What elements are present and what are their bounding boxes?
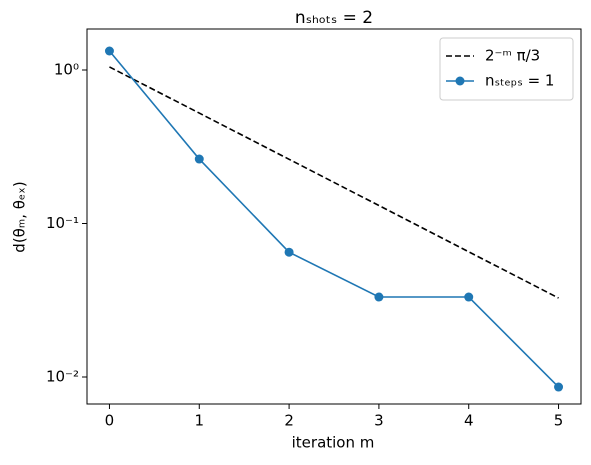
legend-label: nₛₜₑₚₛ = 1 <box>485 72 554 90</box>
series-marker <box>284 247 294 257</box>
y-tick-label: 10⁻¹ <box>46 214 79 232</box>
x-tick-label: 4 <box>464 412 474 430</box>
series-marker <box>104 46 114 56</box>
series-line <box>109 66 559 299</box>
legend-label: 2⁻ᵐ π/3 <box>485 47 540 65</box>
chart-title: nₛₕₒₜₛ = 2 <box>295 8 373 28</box>
series-line <box>108 50 560 388</box>
x-tick-label: 0 <box>105 412 115 430</box>
series-marker <box>554 382 564 392</box>
legend-marker <box>455 76 465 86</box>
y-tick-label: 10⁰ <box>54 61 79 79</box>
legend-box <box>439 37 574 101</box>
y-axis-label: d(θₘ, θₑₓ) <box>11 181 29 252</box>
x-tick-label: 3 <box>374 412 384 430</box>
x-tick-label: 2 <box>284 412 294 430</box>
x-axis-label: iteration m <box>292 434 375 452</box>
series-marker <box>194 154 204 164</box>
series-marker <box>464 292 474 302</box>
y-tick-label: 10⁻² <box>46 368 79 386</box>
plot-frame <box>86 28 582 405</box>
series-marker <box>374 292 384 302</box>
x-tick-label: 5 <box>554 412 564 430</box>
x-tick-label: 1 <box>194 412 204 430</box>
